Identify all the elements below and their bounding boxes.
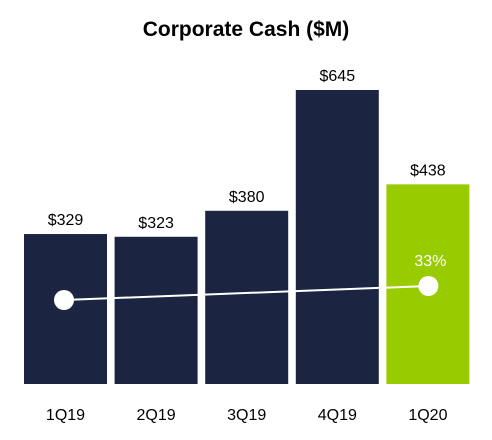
growth-label: 33% [414,253,446,270]
x-tick-label-1q20: 1Q20 [408,407,447,424]
bar-4q19 [295,90,379,384]
value-label-2q19: $323 [138,215,174,232]
x-tick-label-4q19: 4Q19 [318,407,357,424]
value-label-3q19: $380 [229,189,265,206]
value-label-4q19: $645 [320,68,356,85]
chart-title: Corporate Cash ($M) [142,18,350,41]
x-tick-label-3q19: 3Q19 [227,407,266,424]
growth-line-end-marker [418,276,439,296]
x-tick-label-2q19: 2Q19 [137,407,176,424]
x-tick-label-1q19: 1Q19 [46,407,85,424]
growth-line-start-marker [54,290,74,310]
value-label-1q19: $329 [48,212,84,229]
value-label-1q20: $438 [410,162,446,179]
growth-line [63,285,429,301]
bar-2q19 [114,236,198,384]
bar-3q19 [205,210,289,384]
